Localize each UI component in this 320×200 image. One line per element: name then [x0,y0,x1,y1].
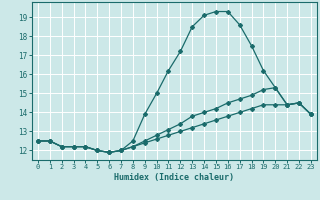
X-axis label: Humidex (Indice chaleur): Humidex (Indice chaleur) [115,173,234,182]
